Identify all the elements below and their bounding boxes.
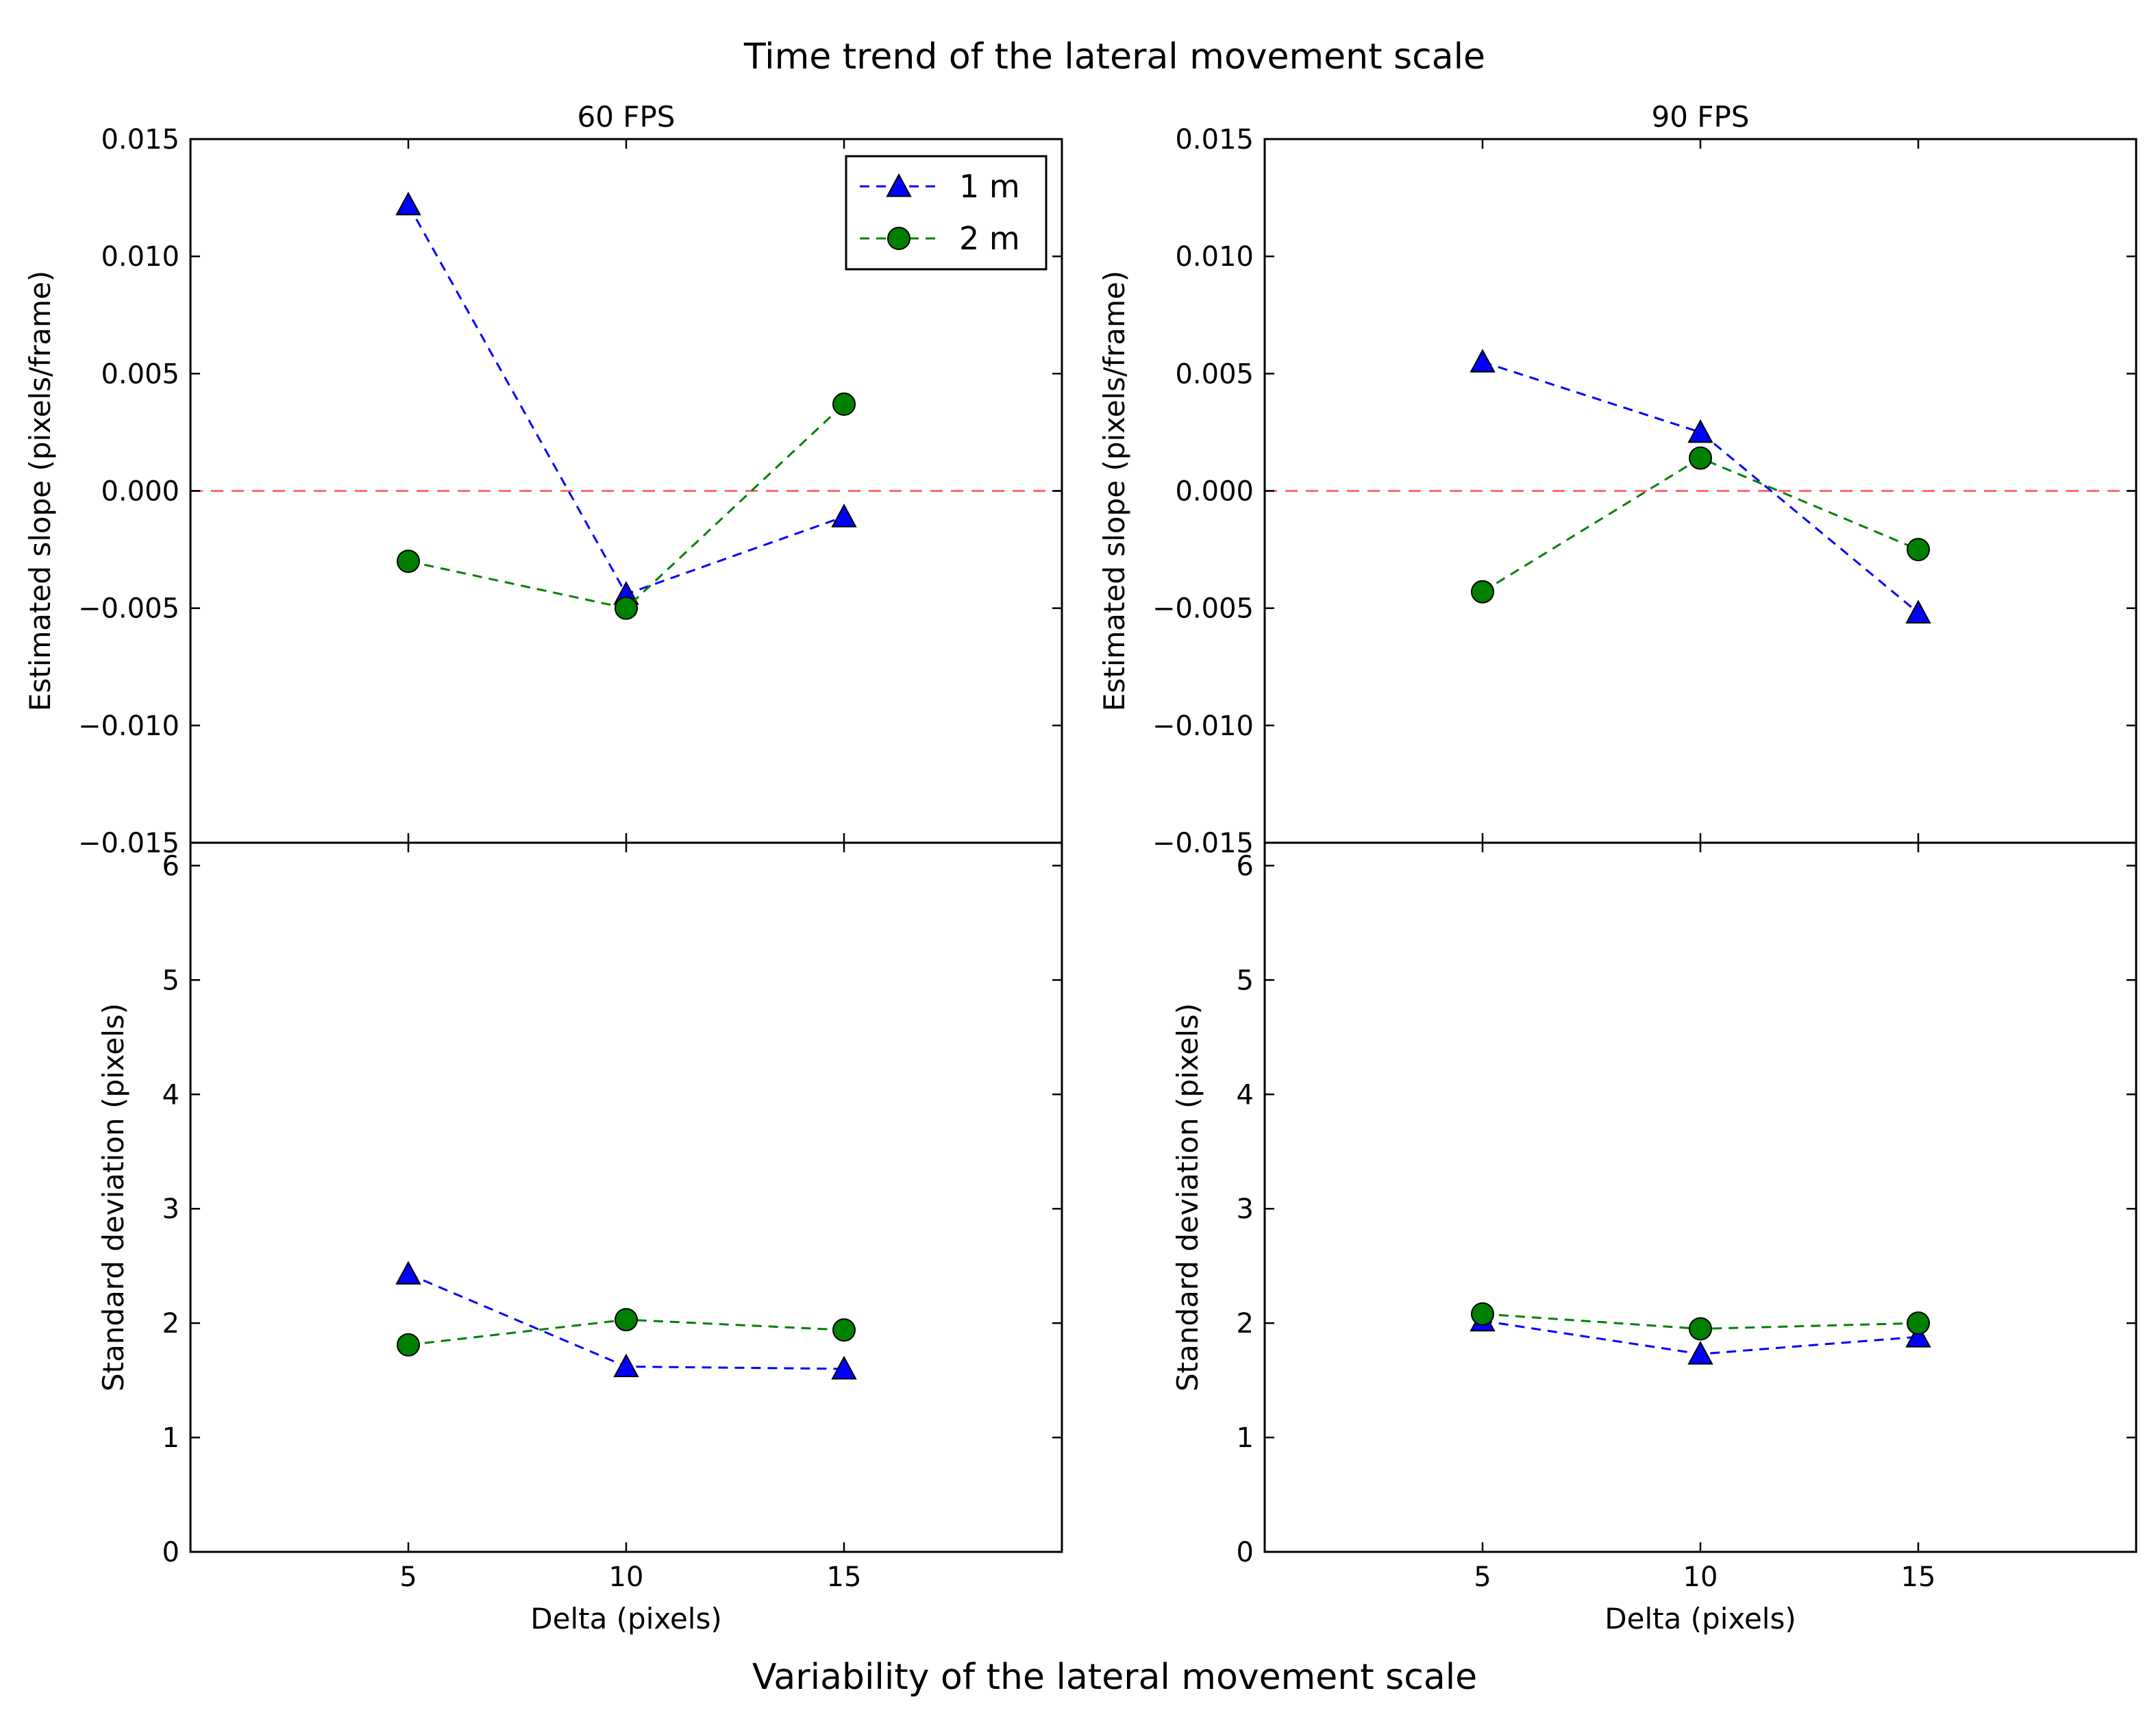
y-tick-label: 6 [1237,850,1254,882]
figure-top-title: Time trend of the lateral movement scale [743,36,1485,77]
y-tick-label: 0 [1237,1537,1254,1568]
series-line-1m [1482,360,1919,614]
chart-bottom-left: 0 1 2 3 4 5 6 5 10 15 Delta (pixels) Standard devia… [97,841,1063,1635]
data-point-2m-15 [832,392,856,416]
y-tick-label: 0.015 [1175,124,1254,156]
y-tick-label: −0.015 [78,828,179,859]
x-tick-label: 15 [1901,1561,1936,1593]
y-tick-label: 6 [162,850,179,882]
data-point-1m-10 [1687,1341,1713,1365]
y-axis-label: Standard deviation (pixels) [97,1003,130,1392]
y-tick-label: 0.015 [101,124,179,156]
y-tick-label: 0.000 [101,476,179,508]
y-tick-label: 0.010 [101,241,179,273]
y-tick-label: 4 [1237,1079,1254,1111]
y-tick-label: −0.005 [1152,593,1254,625]
legend: 1 m2 m [845,155,1048,271]
panel-title: 60 FPS [578,100,676,134]
y-tick-label: 3 [162,1194,179,1225]
y-tick-label: 1 [162,1422,179,1454]
x-tick-label: 5 [1474,1561,1491,1593]
legend-box [845,155,1048,271]
x-axis-label: Delta (pixels) [530,1602,721,1635]
y-axis-label: Standard deviation (pixels) [1171,1003,1204,1392]
y-tick-label: 5 [162,965,179,996]
legend-marker-1 [887,227,910,250]
plot-frame [1263,841,2138,1553]
data-point-2m-5 [1471,580,1494,604]
data-point-2m-15 [1907,538,1930,562]
y-tick-label: 0.005 [101,358,179,390]
data-point-2m-5 [397,549,420,573]
data-point-1m-5 [395,191,421,216]
data-point-1m-5 [395,1261,421,1285]
data-point-2m-10 [615,1308,638,1332]
y-axis-label: Estimated slope (pixels/frame) [1098,271,1131,711]
chart-bottom-right: 0 1 2 3 4 5 6 5 10 15 Delta (pixels) Standard devia… [1171,841,2138,1635]
data-point-2m-10 [1689,446,1712,470]
y-tick-label: −0.010 [1152,711,1254,742]
data-point-1m-15 [831,504,857,528]
y-tick-label: 1 [1237,1422,1254,1454]
y-tick-label: 0.010 [1175,241,1254,273]
data-point-1m-10 [613,1353,639,1378]
chart-top-left: 0.015 0.010 0.005 0.000 −0.005 −0.010 −0.015 60… [23,100,1063,859]
y-tick-label: 2 [1237,1308,1254,1339]
x-tick-label: 10 [609,1561,644,1593]
data-point-2m-5 [397,1333,420,1357]
y-tick-label: 5 [1237,965,1254,996]
y-tick-label: 0 [162,1537,179,1568]
data-point-1m-5 [1470,349,1496,373]
x-axis-label: Delta (pixels) [1604,1602,1796,1635]
y-tick-label: 0.000 [1175,476,1254,508]
data-point-1m-15 [1905,600,1931,623]
x-tick-label: 5 [399,1561,417,1593]
y-axis-label: Estimated slope (pixels/frame) [23,271,57,711]
figure-bottom-title: Variability of the lateral movement scal… [752,1657,1477,1698]
y-tick-label: 4 [162,1079,179,1111]
plot-frame [189,841,1063,1553]
y-tick-label: −0.005 [78,593,179,625]
y-tick-label: −0.010 [78,711,179,742]
data-point-1m-15 [831,1355,857,1380]
x-tick-label: 15 [827,1561,862,1593]
data-point-2m-15 [1907,1311,1930,1335]
data-point-2m-15 [832,1318,856,1342]
data-point-1m-15 [1905,1324,1931,1348]
legend-label-0: 1 m [959,168,1020,205]
panel-title: 90 FPS [1652,100,1750,134]
y-tick-label: 2 [162,1308,179,1339]
data-point-2m-10 [615,596,638,620]
data-point-1m-10 [1687,419,1713,443]
chart-top-right: 0.015 0.010 0.005 0.000 −0.005 −0.010 −0.015 90… [1098,100,2138,859]
y-tick-label: −0.015 [1152,828,1254,859]
data-point-2m-10 [1689,1317,1712,1341]
x-tick-label: 10 [1683,1561,1718,1593]
data-point-2m-5 [1471,1302,1494,1326]
y-tick-label: 3 [1237,1194,1254,1225]
legend-marker-0 [886,173,912,197]
y-tick-label: 0.005 [1175,358,1254,390]
legend-label-1: 2 m [959,220,1020,257]
panels-group: 0.0150.0100.0050.000−0.005−0.010−0.01560… [23,100,2138,1635]
